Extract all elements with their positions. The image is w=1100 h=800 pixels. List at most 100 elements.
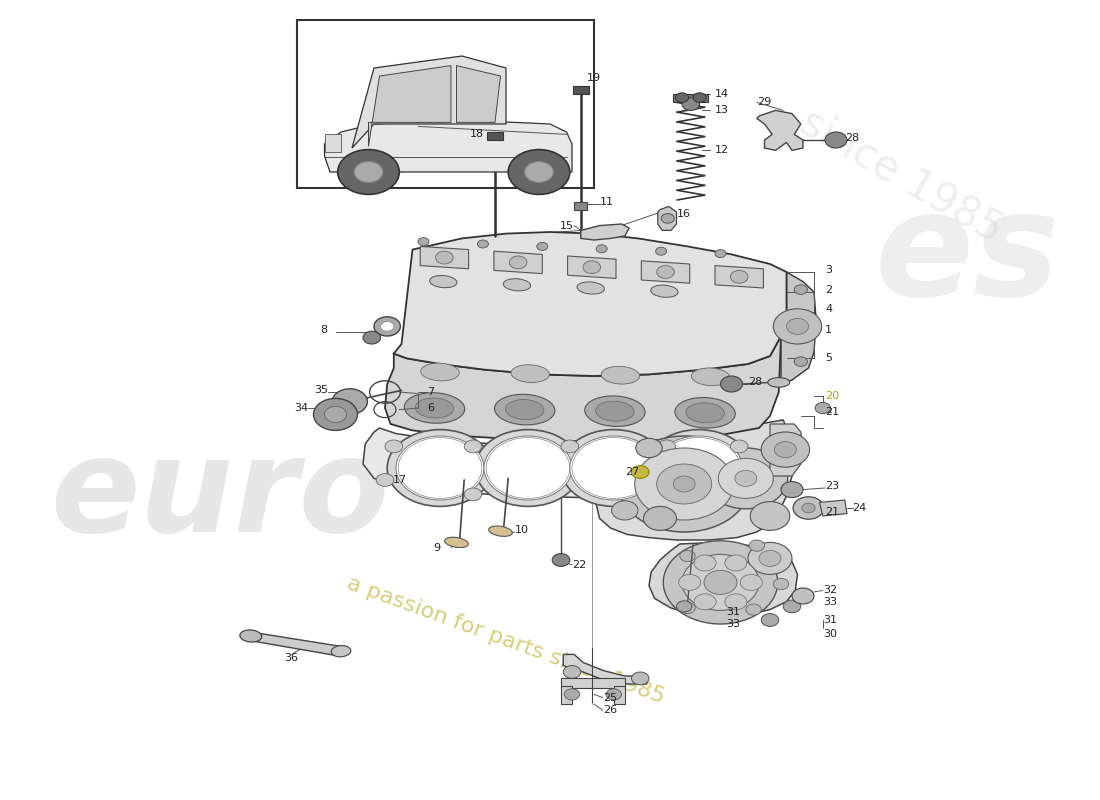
Text: 9: 9 bbox=[433, 543, 440, 553]
Text: 29: 29 bbox=[757, 98, 771, 107]
Circle shape bbox=[761, 614, 779, 626]
Circle shape bbox=[786, 318, 808, 334]
Text: 5: 5 bbox=[825, 354, 832, 363]
Circle shape bbox=[583, 261, 601, 274]
Bar bbox=[561, 686, 572, 704]
Text: 4: 4 bbox=[825, 304, 832, 314]
Text: 22: 22 bbox=[572, 560, 586, 570]
Bar bbox=[573, 86, 588, 94]
Circle shape bbox=[537, 242, 548, 250]
Circle shape bbox=[774, 442, 796, 458]
Circle shape bbox=[324, 406, 346, 422]
Text: 8: 8 bbox=[321, 325, 328, 334]
Text: 34: 34 bbox=[294, 403, 308, 413]
Text: 23: 23 bbox=[825, 482, 839, 491]
Ellipse shape bbox=[596, 401, 634, 422]
Circle shape bbox=[509, 256, 527, 269]
Polygon shape bbox=[641, 261, 690, 283]
Circle shape bbox=[618, 436, 750, 532]
Circle shape bbox=[596, 245, 607, 253]
Text: euro: euro bbox=[51, 433, 389, 559]
Text: 25: 25 bbox=[603, 693, 617, 702]
Circle shape bbox=[761, 432, 810, 467]
Circle shape bbox=[657, 464, 712, 504]
Bar bbox=[297, 20, 594, 188]
Circle shape bbox=[794, 285, 807, 294]
Polygon shape bbox=[494, 251, 542, 274]
Polygon shape bbox=[820, 500, 847, 516]
Text: 33: 33 bbox=[726, 619, 740, 629]
Text: 28: 28 bbox=[845, 133, 859, 142]
Ellipse shape bbox=[488, 526, 513, 536]
Text: 26: 26 bbox=[603, 706, 617, 715]
Bar bbox=[673, 94, 708, 102]
Circle shape bbox=[718, 458, 773, 498]
Circle shape bbox=[658, 488, 675, 501]
Circle shape bbox=[720, 376, 742, 392]
Ellipse shape bbox=[512, 365, 549, 382]
Circle shape bbox=[773, 309, 822, 344]
Circle shape bbox=[477, 240, 488, 248]
Circle shape bbox=[802, 503, 815, 513]
Polygon shape bbox=[420, 246, 469, 269]
Text: 10: 10 bbox=[515, 525, 529, 534]
Circle shape bbox=[663, 541, 778, 624]
Polygon shape bbox=[715, 266, 763, 288]
Text: 33: 33 bbox=[823, 597, 837, 606]
Text: 11: 11 bbox=[600, 197, 614, 206]
Polygon shape bbox=[581, 224, 629, 240]
Circle shape bbox=[387, 430, 493, 506]
Text: 13: 13 bbox=[715, 106, 729, 115]
Polygon shape bbox=[596, 420, 794, 540]
Circle shape bbox=[746, 604, 761, 615]
Circle shape bbox=[332, 389, 367, 414]
Ellipse shape bbox=[686, 402, 724, 423]
Circle shape bbox=[680, 602, 695, 614]
Polygon shape bbox=[456, 66, 501, 122]
Circle shape bbox=[508, 150, 570, 194]
Ellipse shape bbox=[506, 399, 543, 420]
Circle shape bbox=[354, 162, 383, 182]
Circle shape bbox=[715, 250, 726, 258]
Circle shape bbox=[825, 132, 847, 148]
Circle shape bbox=[682, 554, 759, 610]
Ellipse shape bbox=[675, 398, 735, 428]
Ellipse shape bbox=[331, 646, 351, 657]
Polygon shape bbox=[781, 272, 816, 384]
Text: 20: 20 bbox=[825, 391, 839, 401]
Text: 6: 6 bbox=[427, 403, 433, 413]
Text: 12: 12 bbox=[715, 146, 729, 155]
Circle shape bbox=[436, 251, 453, 264]
Text: 24: 24 bbox=[852, 503, 867, 513]
Polygon shape bbox=[324, 120, 572, 172]
Circle shape bbox=[631, 672, 649, 685]
Circle shape bbox=[730, 440, 748, 453]
Ellipse shape bbox=[444, 538, 469, 547]
Text: 15: 15 bbox=[560, 221, 574, 230]
Ellipse shape bbox=[430, 275, 456, 288]
Text: a passion for parts since 1985: a passion for parts since 1985 bbox=[344, 573, 668, 707]
Ellipse shape bbox=[578, 282, 604, 294]
Ellipse shape bbox=[692, 368, 729, 386]
Circle shape bbox=[704, 448, 788, 509]
Polygon shape bbox=[770, 424, 803, 476]
Polygon shape bbox=[246, 632, 341, 656]
Circle shape bbox=[794, 357, 807, 366]
Circle shape bbox=[676, 601, 692, 612]
Circle shape bbox=[773, 578, 789, 590]
Circle shape bbox=[563, 666, 581, 678]
Circle shape bbox=[381, 322, 394, 331]
Circle shape bbox=[363, 331, 381, 344]
Ellipse shape bbox=[421, 363, 459, 381]
Text: since 1985: since 1985 bbox=[793, 101, 1011, 251]
Circle shape bbox=[464, 440, 482, 453]
Polygon shape bbox=[649, 542, 798, 616]
Ellipse shape bbox=[416, 398, 453, 418]
Circle shape bbox=[682, 98, 700, 110]
Circle shape bbox=[484, 436, 572, 500]
Circle shape bbox=[374, 317, 400, 336]
Circle shape bbox=[644, 506, 676, 530]
Circle shape bbox=[561, 440, 579, 453]
Circle shape bbox=[725, 594, 747, 610]
Polygon shape bbox=[757, 110, 803, 150]
